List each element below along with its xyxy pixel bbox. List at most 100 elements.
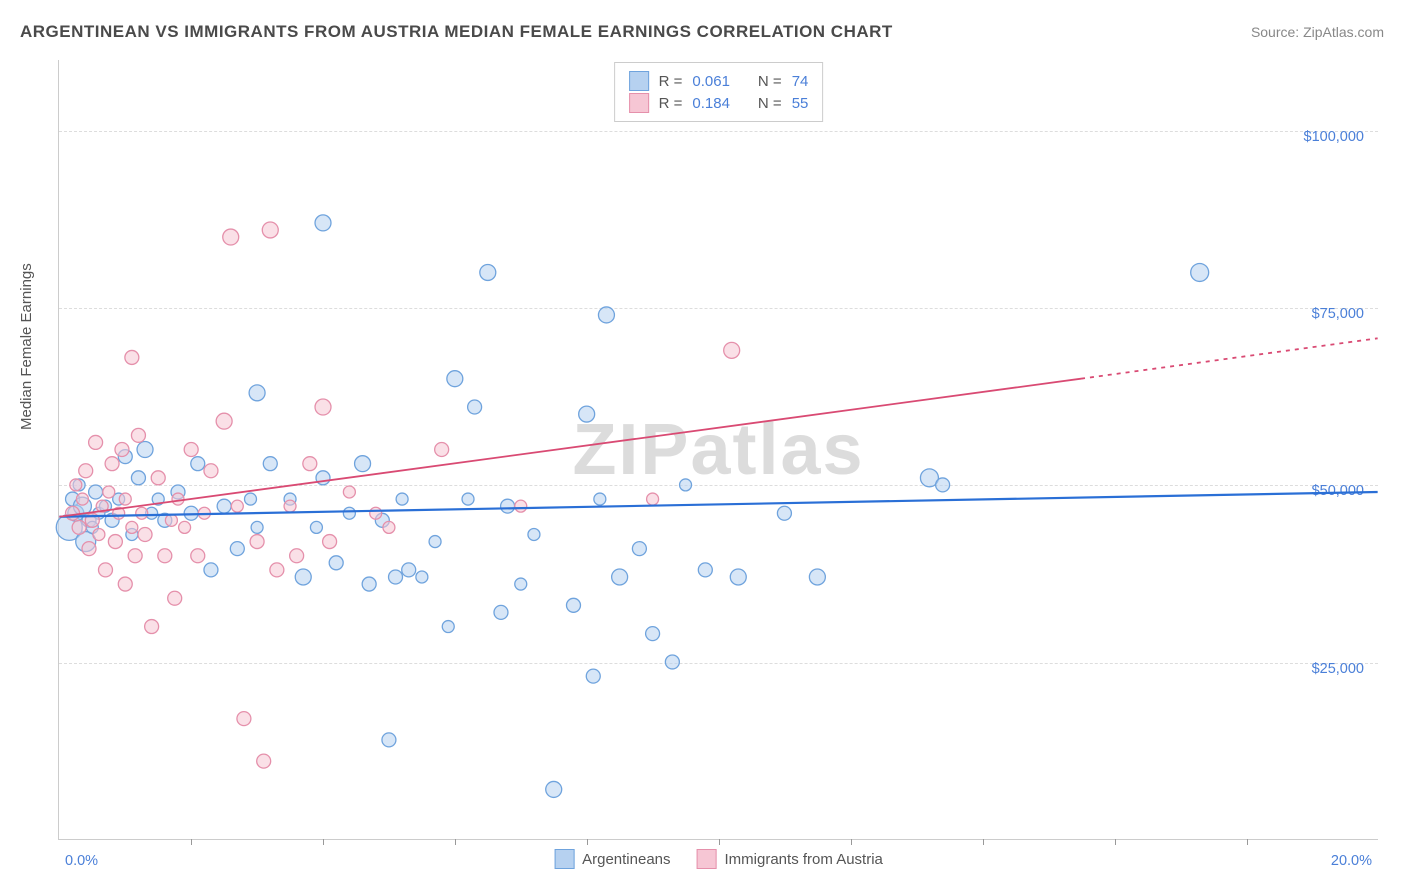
data-point	[262, 222, 278, 238]
data-point	[103, 486, 115, 498]
data-point	[136, 507, 148, 519]
data-point	[646, 627, 660, 641]
data-point	[528, 528, 540, 540]
data-point	[435, 443, 449, 457]
r-label: R =	[659, 73, 683, 90]
data-point	[1191, 263, 1209, 281]
data-point	[217, 499, 231, 513]
data-point	[138, 527, 152, 541]
data-point	[151, 471, 165, 485]
legend-item-2: Immigrants from Austria	[697, 849, 883, 869]
data-point	[598, 307, 614, 323]
source-label: Source:	[1251, 24, 1303, 40]
y-axis-label: Median Female Earnings	[18, 263, 35, 430]
data-point	[204, 563, 218, 577]
chart-plot-area: ZIPatlas $25,000$50,000$75,000$100,000 R…	[58, 60, 1378, 840]
legend-swatch-2	[629, 93, 649, 113]
n-value-1: 74	[792, 73, 809, 90]
data-point	[594, 493, 606, 505]
data-point	[323, 535, 337, 549]
data-point	[402, 563, 416, 577]
data-point	[237, 712, 251, 726]
trend-line	[59, 379, 1081, 517]
legend-label-2: Immigrants from Austria	[725, 851, 883, 868]
data-point	[809, 569, 825, 585]
data-point	[263, 457, 277, 471]
series-legend: Argentineans Immigrants from Austria	[554, 849, 883, 869]
data-point	[579, 406, 595, 422]
data-point	[125, 350, 139, 364]
data-point	[343, 507, 355, 519]
legend-swatch-2	[697, 849, 717, 869]
chart-title: ARGENTINEAN VS IMMIGRANTS FROM AUSTRIA M…	[20, 22, 893, 42]
data-point	[389, 570, 403, 584]
data-point	[108, 535, 122, 549]
data-point	[66, 506, 80, 520]
data-point	[216, 413, 232, 429]
source-name: ZipAtlas.com	[1303, 24, 1384, 40]
data-point	[158, 549, 172, 563]
data-point	[566, 598, 580, 612]
data-point	[632, 542, 646, 556]
data-point	[98, 563, 112, 577]
data-point	[586, 669, 600, 683]
legend-row-series-2: R = 0.184 N = 55	[629, 93, 809, 113]
data-point	[249, 385, 265, 401]
data-point	[89, 435, 103, 449]
legend-label-1: Argentineans	[582, 851, 670, 868]
data-point	[145, 620, 159, 634]
data-point	[284, 500, 296, 512]
data-point	[131, 428, 145, 442]
legend-swatch-1	[629, 71, 649, 91]
data-point	[730, 569, 746, 585]
data-point	[70, 479, 82, 491]
data-point	[383, 521, 395, 533]
data-point	[936, 478, 950, 492]
data-point	[612, 569, 628, 585]
legend-item-1: Argentineans	[554, 849, 670, 869]
data-point	[191, 549, 205, 563]
data-point	[303, 457, 317, 471]
data-point	[119, 493, 131, 505]
data-point	[396, 493, 408, 505]
data-point	[355, 456, 371, 472]
data-point	[447, 371, 463, 387]
trend-line-extrapolated	[1081, 338, 1378, 378]
legend-row-series-1: R = 0.061 N = 74	[629, 71, 809, 91]
data-point	[370, 507, 382, 519]
data-point	[105, 457, 119, 471]
data-point	[82, 542, 96, 556]
data-point	[680, 479, 692, 491]
scatter-svg	[59, 60, 1378, 839]
data-point	[468, 400, 482, 414]
data-point	[191, 457, 205, 471]
data-point	[647, 493, 659, 505]
data-point	[245, 493, 257, 505]
data-point	[126, 521, 138, 533]
r-value-2: 0.184	[692, 95, 730, 112]
data-point	[501, 499, 515, 513]
data-point	[270, 563, 284, 577]
data-point	[382, 733, 396, 747]
data-point	[290, 549, 304, 563]
data-point	[316, 471, 330, 485]
data-point	[698, 563, 712, 577]
data-point	[89, 485, 103, 499]
data-point	[310, 521, 322, 533]
r-label: R =	[659, 95, 683, 112]
data-point	[172, 493, 184, 505]
data-point	[251, 521, 263, 533]
data-point	[429, 536, 441, 548]
data-point	[494, 605, 508, 619]
data-point	[250, 535, 264, 549]
data-point	[777, 506, 791, 520]
data-point	[362, 577, 376, 591]
n-label: N =	[758, 73, 782, 90]
data-point	[184, 443, 198, 457]
data-point	[165, 514, 177, 526]
data-point	[315, 399, 331, 415]
data-point	[118, 577, 132, 591]
data-point	[442, 621, 454, 633]
data-point	[230, 542, 244, 556]
data-point	[329, 556, 343, 570]
